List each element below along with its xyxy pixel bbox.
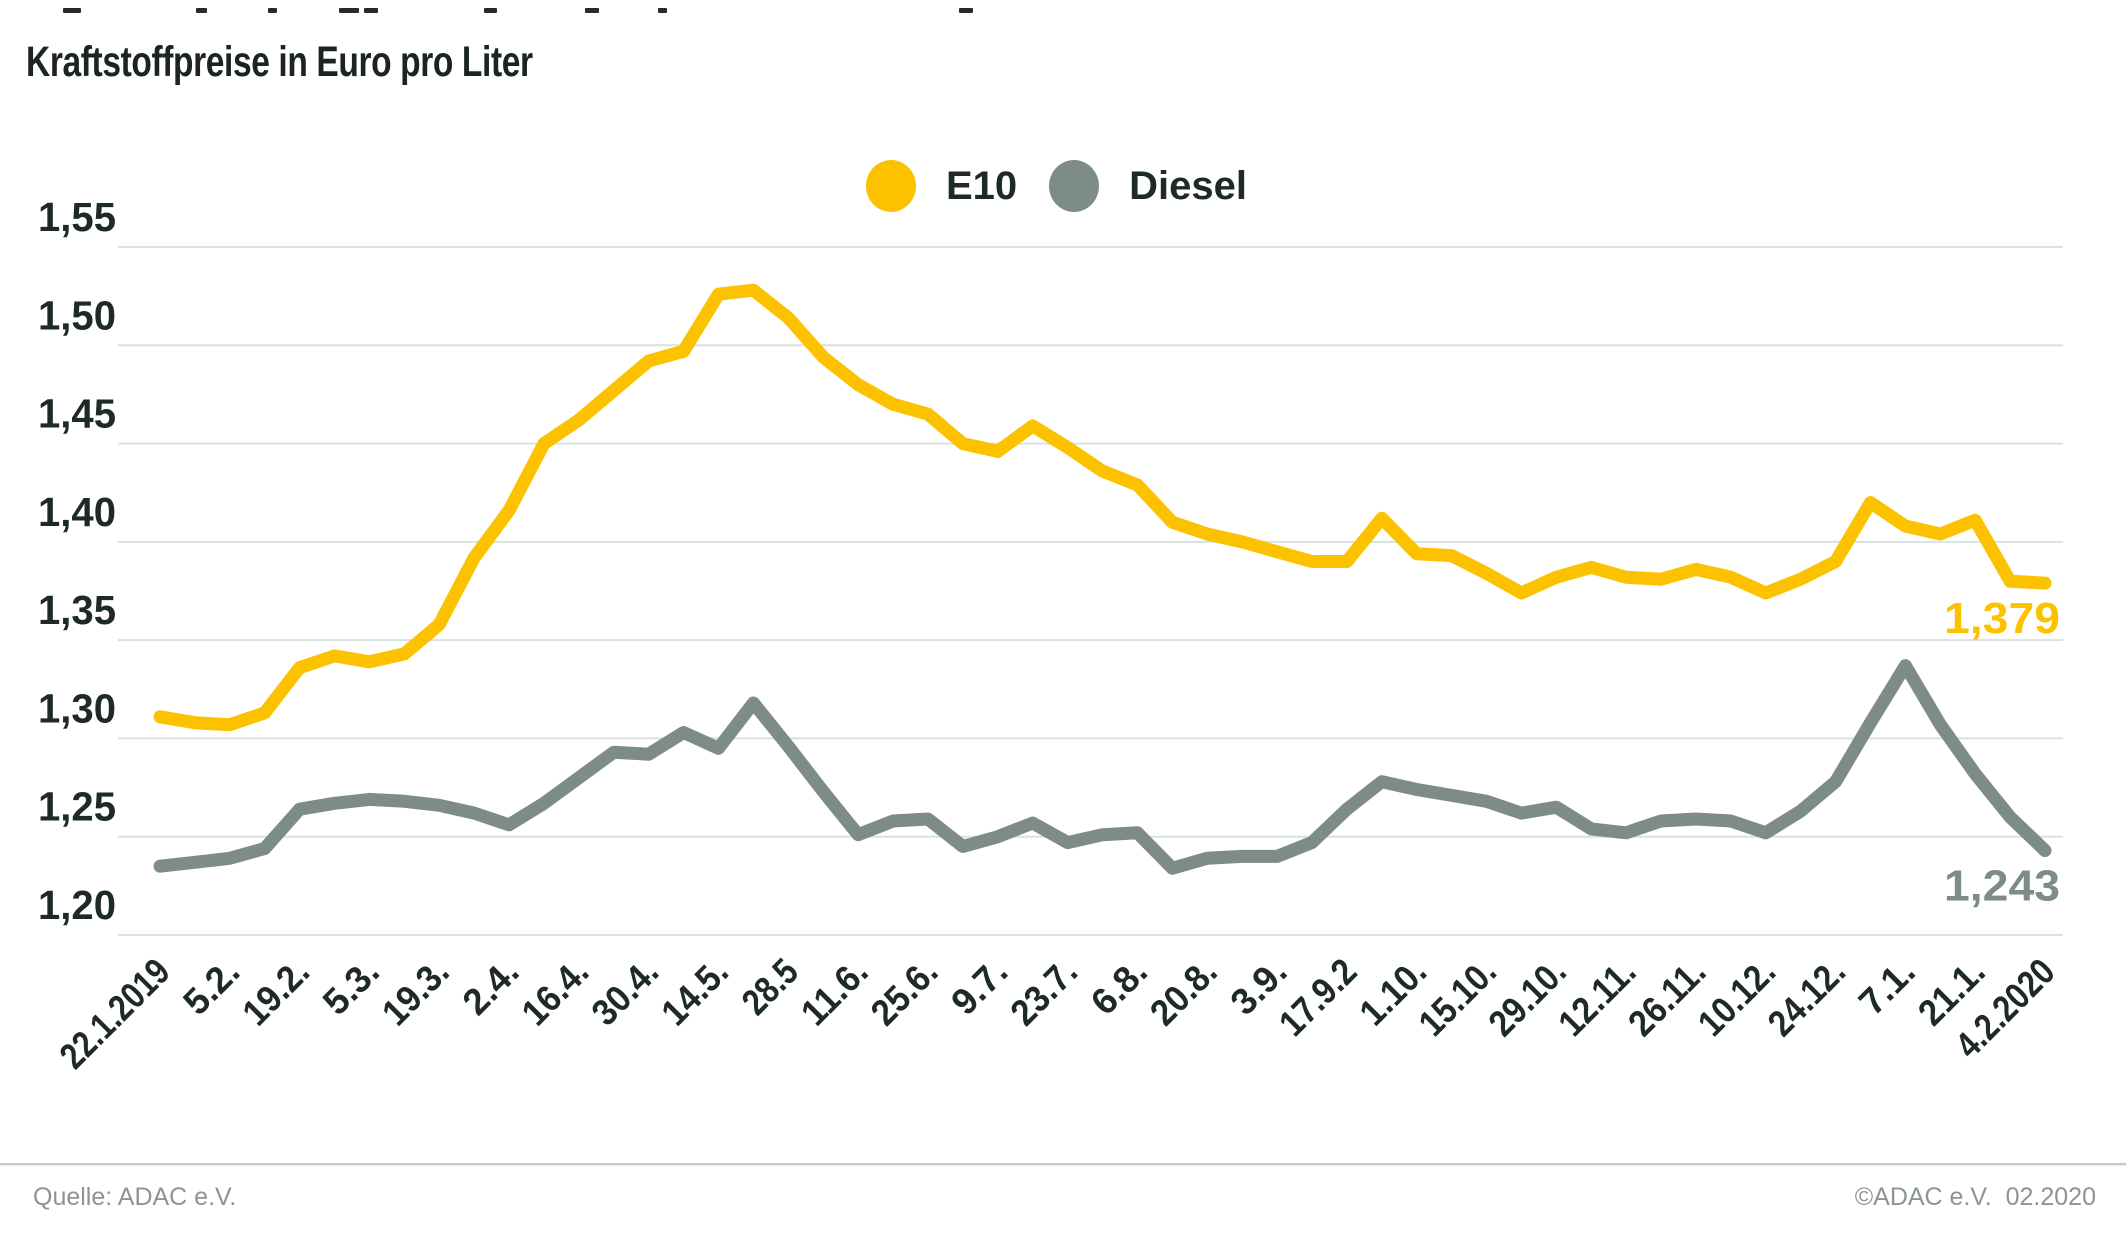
x-axis-tick-label: 9.7. (943, 951, 1015, 1023)
x-axis-tick-label: 16.4. (514, 951, 597, 1034)
legend-label-e10: E10 (946, 163, 1018, 208)
footer-divider-shadow (0, 1165, 2126, 1166)
x-axis-tick-label: 5.2. (175, 951, 247, 1023)
cropped-text-fragment (658, 8, 667, 13)
x-axis-tick-label: 22.1.2019 (52, 951, 178, 1077)
x-axis-tick-label: 29.10. (1481, 951, 1574, 1044)
footer-divider (0, 1163, 2126, 1165)
cropped-text-fragment (484, 8, 497, 13)
x-axis-tick-label: 11.6. (793, 951, 876, 1034)
y-axis-tick-label: 1,30 (38, 685, 116, 731)
x-axis-tick-label: 30.4. (584, 951, 667, 1034)
cropped-text-fragment (339, 8, 359, 13)
copyright-note: ©ADAC e.V. 02.2020 (1854, 1183, 2096, 1211)
cropped-headline-remnant (0, 8, 2126, 16)
series-end-value-diesel: 1,243 (1944, 861, 2060, 910)
x-axis-tick-label: 10.12. (1690, 951, 1783, 1044)
x-axis-tick-label: 17.9.2 (1271, 951, 1364, 1044)
x-axis-tick-label: 7.1. (1851, 951, 1923, 1023)
x-axis-tick-label: 23.7. (1003, 951, 1086, 1034)
chart-legend: E10 Diesel (866, 160, 1247, 212)
x-axis-tick-label: 6.8. (1083, 951, 1155, 1023)
cropped-text-fragment (196, 8, 207, 13)
legend-item-e10: E10 (866, 160, 1017, 212)
x-axis-tick-label: 20.8. (1142, 951, 1225, 1034)
legend-label-diesel: Diesel (1129, 163, 1248, 208)
cropped-text-fragment (63, 8, 81, 13)
source-credit: Quelle: ADAC e.V. (33, 1183, 237, 1211)
series-line-diesel (153, 659, 2052, 875)
x-axis-tick-label: 19.2. (235, 951, 318, 1034)
x-axis-tick-label: 12.11. (1550, 951, 1643, 1044)
cropped-text-fragment (268, 8, 277, 13)
chart-title: Kraftstoffpreise in Euro pro Liter (26, 38, 533, 86)
series-end-value-e10: 1,379 (1944, 594, 2060, 643)
x-axis-tick-label: 19.3. (374, 951, 457, 1034)
x-axis-tick-label: 5.3. (315, 951, 387, 1023)
cropped-text-fragment (585, 8, 599, 13)
legend-item-diesel: Diesel (1049, 160, 1247, 212)
legend-swatch-diesel-icon (1049, 160, 1100, 212)
x-axis-tick-label: 28.5 (734, 951, 806, 1023)
x-axis-tick-label: 2.4. (455, 951, 527, 1023)
y-axis-tick-label: 1,25 (38, 784, 116, 830)
x-axis-tick-label: 14.5. (653, 951, 736, 1034)
x-axis-tick-label: 15.10. (1411, 951, 1504, 1044)
x-axis-tick-label: 26.11. (1620, 951, 1713, 1044)
x-axis-tick-label: 25.6. (863, 951, 946, 1034)
cropped-text-fragment (364, 8, 378, 13)
y-axis-tick-label: 1,35 (38, 587, 116, 633)
y-axis-tick-label: 1,20 (38, 882, 116, 928)
y-axis-tick-label: 1,40 (38, 489, 116, 535)
y-axis-tick-label: 1,45 (38, 391, 116, 437)
legend-swatch-e10-icon (866, 160, 916, 212)
x-axis-tick-label: 24.12. (1760, 951, 1853, 1044)
y-axis-tick-label: 1,50 (38, 292, 116, 338)
cropped-text-fragment (959, 8, 973, 13)
y-axis-tick-label: 1,55 (38, 194, 116, 240)
series-line-e10 (153, 283, 2052, 732)
